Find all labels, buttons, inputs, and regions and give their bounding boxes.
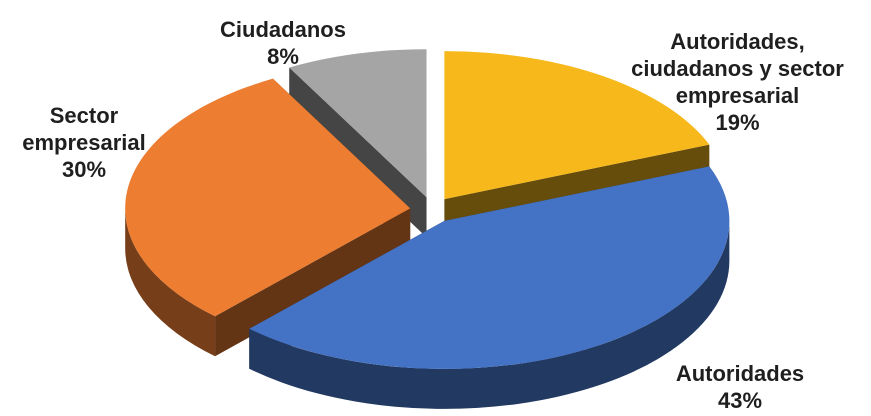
slice-label: Autoridades 43%	[650, 360, 830, 414]
slice-wall	[249, 220, 730, 409]
slice	[289, 49, 427, 198]
slice-label: Sector empresarial 30%	[4, 102, 164, 183]
slice-label: Autoridades, ciudadanos y sector empresa…	[630, 28, 845, 136]
slice	[249, 166, 730, 369]
category-label: Autoridades, ciudadanos y sector empresa…	[631, 29, 844, 108]
category-label: Ciudadanos	[220, 17, 346, 42]
slice-label: Ciudadanos 8%	[198, 16, 368, 70]
value-label: 43%	[717, 388, 763, 413]
value-label: 30%	[61, 157, 107, 182]
category-label: Sector empresarial	[22, 103, 146, 155]
value-label: 8%	[267, 44, 299, 69]
value-label: 19%	[715, 110, 760, 135]
slice-wall	[125, 208, 216, 357]
category-label: Autoridades	[675, 361, 805, 386]
slice	[444, 51, 710, 200]
slice	[125, 78, 411, 317]
slice-side	[215, 208, 411, 357]
